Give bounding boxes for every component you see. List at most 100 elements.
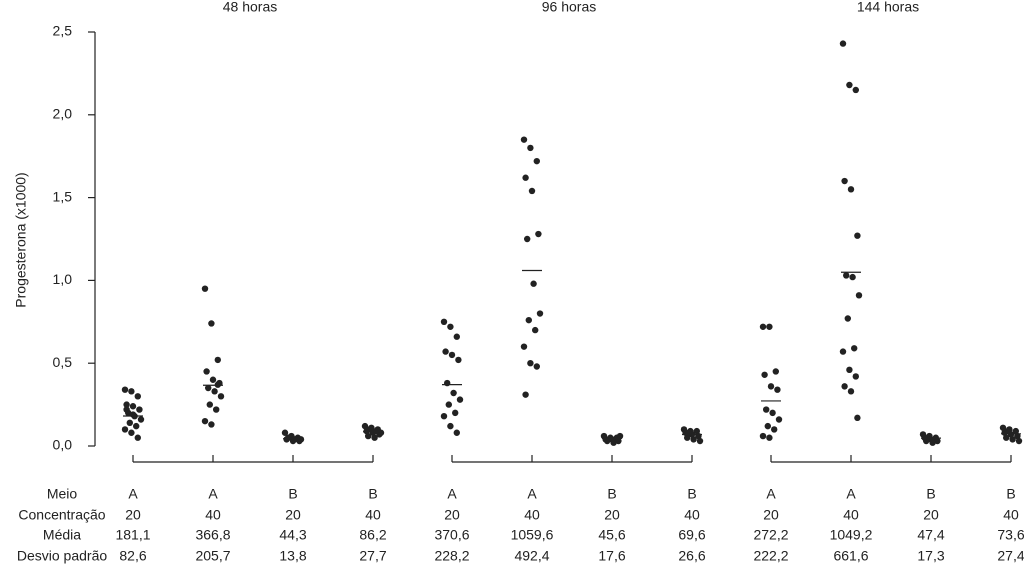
panel-title: 48 horas (223, 0, 277, 15)
y-tick-label: 2,0 (53, 106, 73, 122)
data-point (1003, 434, 1010, 441)
y-tick-label: 2,5 (53, 23, 73, 39)
data-point (533, 157, 540, 165)
y-tick-label: 0,0 (53, 437, 73, 453)
table-cell: A (447, 486, 457, 502)
data-point (847, 186, 855, 193)
table-cell: 370,6 (434, 527, 469, 543)
data-point (373, 427, 380, 435)
data-point (1009, 436, 1016, 443)
data-point (297, 436, 305, 443)
data-point (615, 437, 622, 445)
table-cell: 69,6 (678, 527, 705, 543)
data-point (520, 343, 528, 350)
data-point (520, 136, 528, 143)
table-cell: 40 (843, 507, 859, 523)
data-point (208, 421, 215, 428)
table-cell: 222,2 (753, 548, 788, 564)
data-point (137, 416, 145, 423)
panel-title: 96 horas (542, 0, 596, 15)
data-point (841, 383, 848, 390)
table-cell: 27,7 (359, 548, 386, 564)
data-point (839, 40, 847, 47)
table-cell: B (926, 486, 935, 502)
data-point (761, 371, 768, 378)
data-point (211, 388, 218, 395)
table-cell: 181,1 (115, 527, 150, 543)
data-point (847, 388, 855, 395)
data-point (696, 437, 704, 445)
data-point (129, 403, 137, 410)
data-point (128, 429, 135, 436)
table-cell: B (687, 486, 696, 502)
data-point (444, 379, 451, 387)
data-point (440, 318, 448, 325)
data-point (525, 316, 532, 324)
table-cell: 20 (285, 507, 301, 523)
table-cell: 20 (125, 507, 141, 523)
data-point (121, 426, 129, 433)
data-point (684, 434, 691, 441)
data-point (440, 412, 448, 420)
table-cell: A (208, 486, 218, 502)
table-cell: A (128, 486, 138, 502)
data-point (134, 434, 141, 441)
table-cell: A (527, 486, 537, 502)
y-tick-label: 1,0 (53, 271, 73, 287)
data-point (759, 432, 767, 440)
data-point (366, 426, 373, 433)
data-point (205, 384, 212, 392)
data-point (455, 356, 462, 364)
data-point (442, 348, 449, 355)
data-point (128, 388, 135, 395)
data-point (1014, 432, 1021, 440)
data-point (453, 333, 460, 340)
row-label: Concentração (18, 507, 105, 523)
table-cell: 366,8 (195, 527, 230, 543)
data-point (852, 86, 859, 94)
data-point (450, 389, 457, 397)
data-point (852, 373, 859, 380)
table-cell: B (607, 486, 616, 502)
data-point (281, 429, 289, 436)
table-cell: 205,7 (195, 548, 230, 564)
data-point (690, 436, 697, 443)
data-point (759, 323, 767, 330)
data-point (201, 285, 209, 292)
row-label: Meio (47, 486, 78, 502)
data-point (1012, 427, 1019, 435)
data-point (839, 348, 847, 355)
data-point (126, 419, 133, 427)
data-point (766, 323, 773, 330)
data-point (285, 434, 292, 441)
data-point (203, 368, 210, 375)
data-point (527, 144, 534, 152)
data-point (844, 315, 851, 322)
data-point (923, 437, 930, 445)
data-point (849, 273, 856, 281)
table-cell: 272,2 (753, 527, 788, 543)
data-point (448, 351, 456, 359)
y-tick-label: 1,5 (53, 188, 73, 204)
data-point (854, 232, 861, 239)
table-cell: B (288, 486, 297, 502)
data-point (214, 356, 221, 364)
table-cell: 44,3 (279, 527, 306, 543)
data-point (453, 429, 460, 436)
table-cell: B (1006, 486, 1015, 502)
table-cell: B (368, 486, 377, 502)
table-cell: 661,6 (833, 548, 868, 564)
data-point (134, 393, 141, 400)
table-cell: 40 (1003, 507, 1019, 523)
data-point (456, 396, 464, 403)
y-tick-label: 0,5 (53, 354, 73, 370)
table-cell: 27,4 (997, 548, 1024, 564)
data-point (851, 345, 858, 352)
data-point (133, 422, 140, 430)
table-cell: 1049,2 (830, 527, 873, 543)
data-point (447, 323, 454, 330)
data-point (855, 292, 863, 299)
data-point (527, 360, 534, 367)
data-point (771, 426, 778, 433)
